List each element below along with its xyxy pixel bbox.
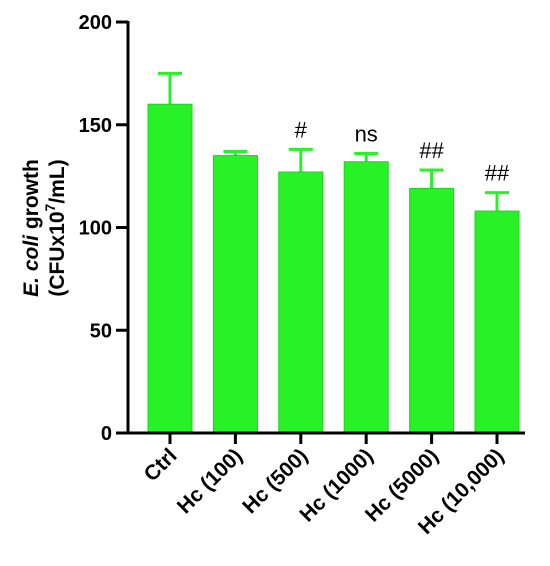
y-tick-label: 150 <box>79 115 112 137</box>
significance-label: ns <box>355 122 378 147</box>
bars: # ns ## ## <box>147 71 520 434</box>
y-axis-title-organism: E. coli <box>20 234 43 297</box>
bar <box>474 210 520 434</box>
x-tick-label: Hc (100) <box>173 444 247 518</box>
y-axis-title: E. coli growth(CFUx107/mL) <box>20 159 69 297</box>
x-tick-label: Ctrl <box>140 444 182 486</box>
y-axis-title-unit-exp: 7 <box>42 203 58 211</box>
y-axis: 0 50 100 150 200 <box>79 12 130 445</box>
bar <box>278 171 324 434</box>
bar <box>147 103 193 434</box>
significance-label: ## <box>485 161 510 186</box>
y-tick-label: 0 <box>101 423 112 445</box>
y-axis-title-line2: (CFUx107/mL) <box>42 159 69 296</box>
y-tick-label: 100 <box>79 218 112 240</box>
significance-label: ## <box>419 138 444 163</box>
y-axis-title-unit-pre: (CFUx10 <box>46 211 69 296</box>
y-axis-title-quantity: growth <box>20 159 43 235</box>
significance-label: # <box>295 117 308 142</box>
bar <box>343 161 389 434</box>
y-axis-label: E. coli growth(CFUx107/mL) <box>20 159 69 297</box>
bar <box>409 187 455 434</box>
y-tick-label: 200 <box>79 12 112 34</box>
y-axis-title-line1: E. coli growth <box>20 159 43 297</box>
y-axis-title-unit-post: /mL) <box>46 159 69 203</box>
y-tick-label: 50 <box>90 320 112 342</box>
bar <box>212 155 258 434</box>
